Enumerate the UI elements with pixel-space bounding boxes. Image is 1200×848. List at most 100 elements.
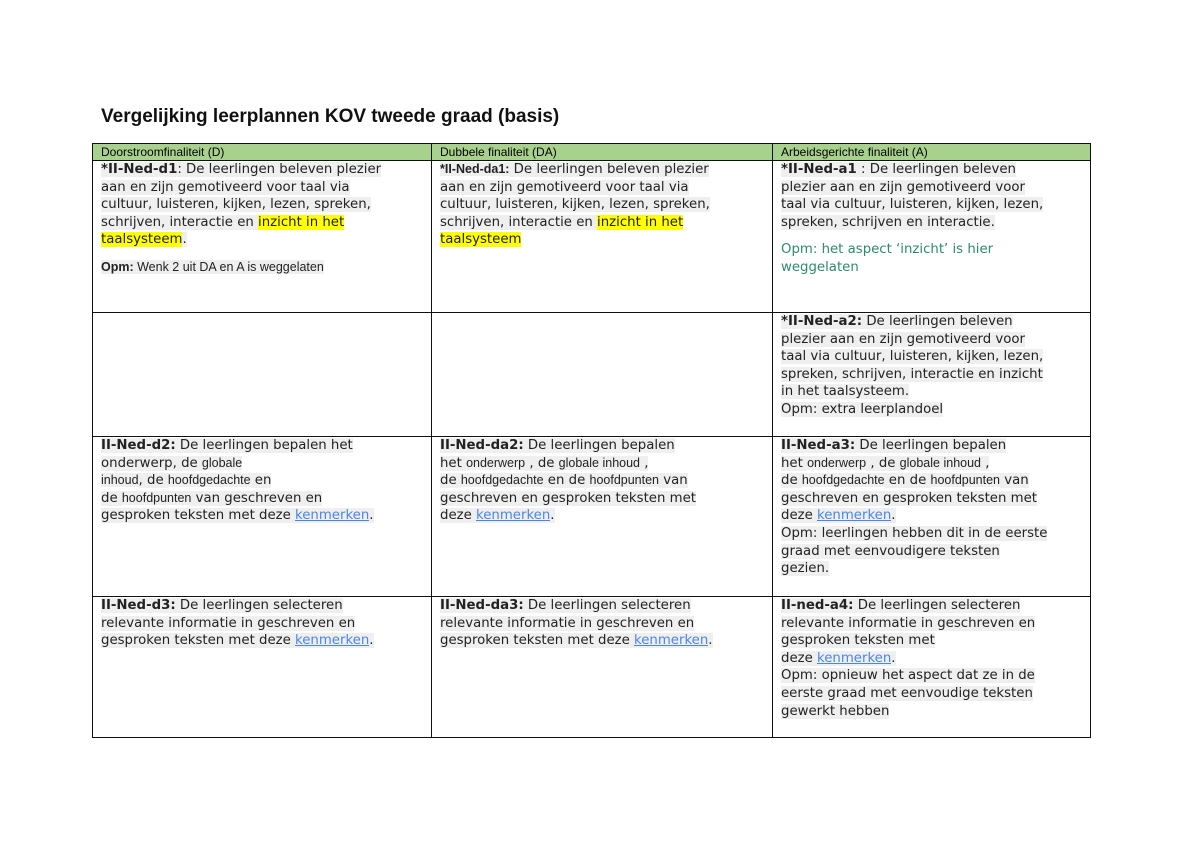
text-segment: .: [182, 232, 187, 248]
text-segment: De leerlingen bepalen: [523, 438, 675, 453]
text-segment: De leerlingen selecteren: [853, 598, 1021, 613]
goal-code: II-Ned-da3:: [440, 598, 524, 613]
goal-code: *II-Ned-d1: [101, 162, 178, 177]
text-segment: taal via cultuur, luisteren, kijken, lez…: [781, 197, 1044, 213]
table-cell: *II-Ned-d1: De leerlingen beleven plezie…: [92, 160, 432, 313]
text-line: plezier aan en zijn gemotiveerd voor: [781, 331, 1082, 349]
header-dubbele: Dubbele finaliteit (DA): [431, 143, 773, 161]
text-segment: .: [550, 508, 555, 524]
text-segment: taalsysteem: [440, 232, 522, 248]
text-line: gesproken teksten met deze kenmerken.: [101, 632, 423, 650]
text-segment: hoofdgedachte: [167, 473, 251, 488]
kenmerken-link[interactable]: kenmerken: [817, 508, 892, 524]
text-line: geschreven en gesproken teksten met: [781, 490, 1082, 508]
kenmerken-link[interactable]: kenmerken: [295, 633, 370, 649]
spacer: [781, 231, 1082, 241]
text-segment: relevante informatie in geschreven en: [781, 615, 1036, 631]
table-cell: *II-Ned-da1: De leerlingen beleven plezi…: [431, 160, 773, 313]
text-line: geschreven en gesproken teksten met: [440, 490, 764, 508]
table-cell: [431, 312, 773, 437]
goal-code: II-Ned-d2:: [101, 438, 176, 453]
text-segment: deze: [781, 650, 818, 666]
text-segment: onderwerp: [807, 455, 867, 470]
table-cell: *II-Ned-a2: De leerlingen beleven plezier…: [772, 312, 1091, 437]
text-line: II-Ned-da3: De leerlingen selecteren: [440, 597, 764, 615]
text-segment: taal via cultuur, luisteren, kijken, lez…: [781, 349, 1044, 365]
kenmerken-link[interactable]: kenmerken: [476, 508, 551, 524]
table-row: *II-Ned-d1: De leerlingen beleven plezie…: [92, 160, 1091, 313]
text-segment: , de: [138, 473, 168, 489]
table-cell: II-Ned-da2: De leerlingen bepalen het ond…: [431, 436, 773, 597]
text-line: schrijven, interactie en inzicht in het: [101, 214, 423, 232]
text-line: *II-Ned-a1 : De leerlingen beleven: [781, 161, 1082, 179]
text-segment: : De leerlingen beleven plezier: [177, 162, 382, 177]
text-line: spreken, schrijven en interactie.: [781, 214, 1082, 232]
text-line: II-Ned-d2: De leerlingen bepalen het: [101, 437, 423, 455]
text-segment: inzicht in het: [597, 214, 684, 230]
spacer: [101, 249, 423, 259]
text-line: deze kenmerken.: [781, 507, 1082, 525]
text-line: II-Ned-da2: De leerlingen bepalen: [440, 437, 764, 455]
text-line: weggelaten: [781, 259, 1082, 277]
text-segment: De leerlingen beleven plezier: [509, 162, 709, 177]
table-cell: *II-Ned-a1 : De leerlingen beleven plezie…: [772, 160, 1091, 313]
goal-code: II-ned-a4:: [781, 598, 854, 613]
text-segment: hoofdpunten: [121, 490, 192, 505]
text-segment: hoofdgedachte: [460, 473, 544, 488]
text-line: II-Ned-d3: De leerlingen selecteren: [101, 597, 423, 615]
text-segment: De leerlingen bepalen: [855, 438, 1007, 453]
text-segment: globale: [201, 455, 243, 470]
text-line: Opm: extra leerplandoel: [781, 401, 1082, 419]
text-segment: van geschreven en: [191, 490, 323, 506]
text-segment: cultuur, luisteren, kijken, lezen, sprek…: [101, 197, 371, 213]
header-doorstroom: Doorstroomfinaliteit (D): [92, 143, 432, 161]
text-segment: gesproken teksten met deze: [101, 508, 296, 524]
text-segment: Opm: het aspect ‘inzicht’ is hier: [781, 242, 994, 258]
goal-code: II-Ned-a3:: [781, 438, 856, 453]
text-segment: plezier aan en zijn gemotiveerd voor: [781, 179, 1026, 195]
text-line: *II-Ned-a2: De leerlingen beleven: [781, 313, 1082, 331]
kenmerken-link[interactable]: kenmerken: [295, 508, 370, 524]
text-line: cultuur, luisteren, kijken, lezen, sprek…: [440, 196, 764, 214]
text-segment: ,: [981, 455, 990, 471]
text-segment: globale inhoud: [899, 455, 981, 470]
text-segment: , de: [525, 455, 559, 471]
text-segment: plezier aan en zijn gemotiveerd voor: [781, 331, 1026, 347]
text-segment: De leerlingen selecteren: [175, 598, 343, 613]
table-cell: II-ned-a4: De leerlingen selecteren relev…: [772, 596, 1091, 738]
text-segment: schrijven, interactie en: [440, 214, 598, 230]
text-segment: globale inhoud: [558, 455, 640, 470]
text-segment: graad met eenvoudigere teksten: [781, 543, 1000, 559]
text-line: Opm: het aspect ‘inzicht’ is hier: [781, 241, 1082, 259]
text-segment: Opm: opnieuw het aspect dat ze in de: [781, 668, 1035, 684]
text-line: gezien.: [781, 560, 1082, 578]
text-segment: : De leerlingen beleven: [856, 162, 1016, 177]
text-line: aan en zijn gemotiveerd voor taal via: [440, 179, 764, 197]
text-line: de hoofdgedachte en de hoofdpunten van: [440, 472, 764, 490]
text-segment: deze: [781, 508, 818, 524]
text-segment: en de: [884, 473, 931, 489]
text-segment: en: [250, 473, 272, 489]
text-segment: het: [781, 455, 808, 471]
kenmerken-link[interactable]: kenmerken: [634, 633, 709, 649]
text-segment: cultuur, luisteren, kijken, lezen, sprek…: [440, 197, 710, 213]
text-segment: en de: [543, 473, 590, 489]
text-segment: onderwerp: [466, 455, 526, 470]
text-line: taal via cultuur, luisteren, kijken, lez…: [781, 348, 1082, 366]
text-line: relevante informatie in geschreven en: [781, 615, 1082, 633]
text-line: plezier aan en zijn gemotiveerd voor: [781, 179, 1082, 197]
text-line: gewerkt hebben: [781, 703, 1082, 721]
text-line: II-ned-a4: De leerlingen selecteren: [781, 597, 1082, 615]
text-line: gesproken teksten met deze kenmerken.: [101, 507, 423, 525]
goal-code: *II-Ned-da1:: [440, 162, 510, 176]
text-segment: inhoud: [101, 473, 139, 488]
text-segment: de: [101, 490, 122, 506]
text-segment: gesproken teksten met deze: [440, 633, 635, 649]
text-line: deze kenmerken.: [781, 650, 1082, 668]
table-cell: II-Ned-d3: De leerlingen selecteren relev…: [92, 596, 432, 738]
kenmerken-link[interactable]: kenmerken: [817, 650, 892, 666]
text-segment: .: [891, 508, 896, 524]
text-segment: .: [708, 633, 713, 649]
text-segment: gesproken teksten met: [781, 633, 935, 649]
text-segment: De leerlingen selecteren: [523, 598, 691, 613]
